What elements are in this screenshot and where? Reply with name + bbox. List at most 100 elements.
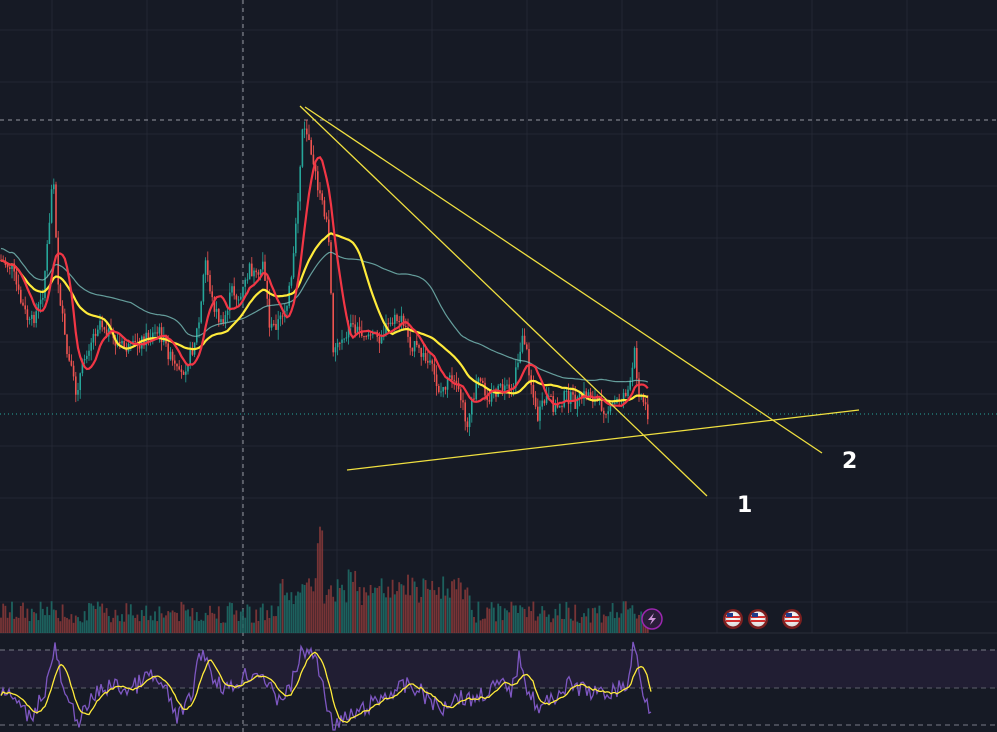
candle-body: [222, 319, 224, 323]
us-flag-icon[interactable]: [723, 609, 743, 629]
candle-body: [299, 166, 301, 202]
volume-bar: [90, 603, 93, 633]
volume-bar: [363, 587, 365, 633]
candle-body: [400, 315, 403, 322]
volume-bar: [330, 585, 332, 633]
volume-bar: [453, 579, 456, 633]
candle-body: [191, 348, 194, 355]
candle-body: [50, 189, 53, 223]
volume-bar: [275, 616, 277, 633]
volume-bar: [303, 585, 306, 633]
candle-body: [310, 140, 312, 155]
volume-bar: [77, 617, 79, 633]
volume-bar: [30, 608, 33, 633]
candle-body: [539, 406, 541, 421]
volume-bar: [312, 591, 315, 633]
ma-slow-line: [0, 247, 649, 383]
volume-bar: [605, 616, 607, 633]
volume-bar: [459, 582, 462, 633]
volume-bar: [479, 620, 482, 633]
candle-body: [325, 216, 328, 220]
us-flag-icon[interactable]: [748, 609, 768, 629]
candle-body: [244, 279, 246, 287]
candle-body: [429, 360, 431, 363]
volume-bar: [462, 599, 464, 633]
flash-icon[interactable]: [641, 608, 663, 630]
candle-body: [363, 336, 365, 338]
wave-label-1: 1: [737, 493, 752, 518]
candle-body: [633, 347, 636, 368]
volume-bar: [279, 583, 282, 633]
candle-body: [295, 223, 297, 254]
trendline-2[interactable]: [304, 106, 823, 454]
volume-bar: [470, 609, 473, 633]
volume-bar: [345, 602, 348, 633]
volume-bar: [176, 612, 178, 633]
candle-body: [554, 403, 557, 412]
volume-bar: [336, 579, 339, 633]
volume-bar: [497, 603, 500, 633]
volume-bar: [308, 578, 310, 633]
volume-bar: [277, 606, 280, 633]
candle-body: [22, 302, 24, 306]
volume-bar: [321, 530, 324, 633]
volume-bar: [255, 609, 258, 633]
candle-body: [328, 219, 330, 243]
volume-bar: [433, 590, 436, 633]
volume-bar: [413, 581, 416, 633]
volume-bar: [283, 595, 286, 633]
candle-body: [578, 393, 581, 398]
candle-body: [444, 387, 447, 390]
volume-bar: [110, 622, 112, 633]
volume-bar: [101, 603, 104, 633]
volume-bar: [286, 592, 288, 633]
volume-bar: [281, 578, 284, 633]
volume-bar: [200, 619, 203, 633]
volume-bar: [213, 613, 216, 633]
trendline-1[interactable]: [299, 105, 708, 497]
candle-body: [543, 400, 546, 404]
candle-body: [398, 321, 400, 323]
candle-body: [475, 382, 477, 400]
volume-bar: [189, 616, 192, 633]
candle-body: [286, 305, 288, 311]
candle-body: [72, 365, 75, 377]
candle-body: [240, 296, 242, 300]
volume-bar: [391, 579, 394, 633]
volume-bar: [292, 604, 295, 633]
volume-bar: [202, 620, 205, 633]
candle-body: [416, 341, 418, 346]
candle-body: [378, 336, 381, 344]
volume-bar: [8, 612, 11, 633]
volume-bar: [266, 610, 269, 633]
volume-bar: [380, 578, 383, 633]
volume-bar: [598, 605, 601, 633]
volume-bar: [512, 605, 515, 633]
volume-bar: [393, 594, 396, 633]
volume-bar: [365, 592, 368, 633]
candle-body: [506, 384, 508, 386]
volume-bar: [349, 572, 352, 633]
volume-bar: [195, 612, 198, 633]
volume-bar: [288, 600, 291, 633]
candle-body: [545, 396, 548, 404]
volume-bar: [39, 601, 42, 633]
candle-body: [532, 384, 535, 398]
volume-bar: [112, 617, 115, 633]
candle-body: [550, 395, 552, 397]
volume-bar: [594, 607, 596, 633]
volume-bar: [123, 621, 126, 633]
us-flag-icon[interactable]: [782, 609, 802, 629]
volume-bar: [508, 612, 511, 633]
volume-bar: [44, 615, 46, 633]
volume-bar: [611, 603, 614, 633]
candle-body: [321, 193, 323, 201]
candle-body: [625, 392, 627, 396]
volume-bar: [151, 620, 154, 633]
candle-body: [246, 279, 249, 281]
support-trendline[interactable]: [346, 409, 860, 471]
candle-body: [11, 263, 13, 269]
candle-body: [290, 277, 293, 286]
candle-body: [180, 369, 183, 373]
